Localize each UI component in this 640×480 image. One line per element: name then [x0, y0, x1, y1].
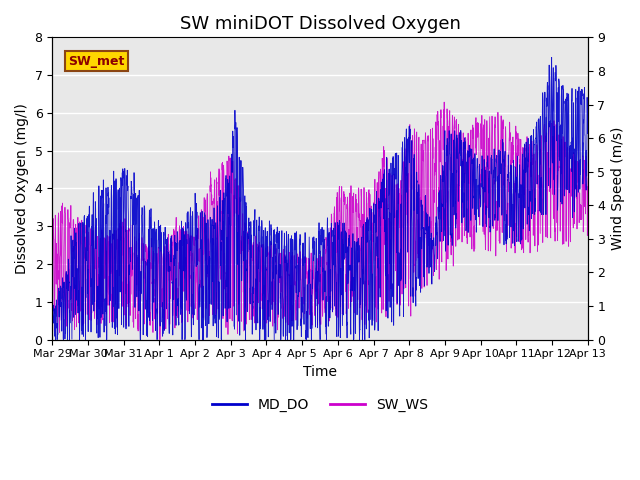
Y-axis label: Wind Speed (m/s): Wind Speed (m/s) — [611, 127, 625, 250]
Y-axis label: Dissolved Oxygen (mg/l): Dissolved Oxygen (mg/l) — [15, 103, 29, 274]
Text: SW_met: SW_met — [68, 55, 125, 68]
Title: SW miniDOT Dissolved Oxygen: SW miniDOT Dissolved Oxygen — [180, 15, 460, 33]
Legend: MD_DO, SW_WS: MD_DO, SW_WS — [207, 392, 433, 418]
X-axis label: Time: Time — [303, 365, 337, 379]
